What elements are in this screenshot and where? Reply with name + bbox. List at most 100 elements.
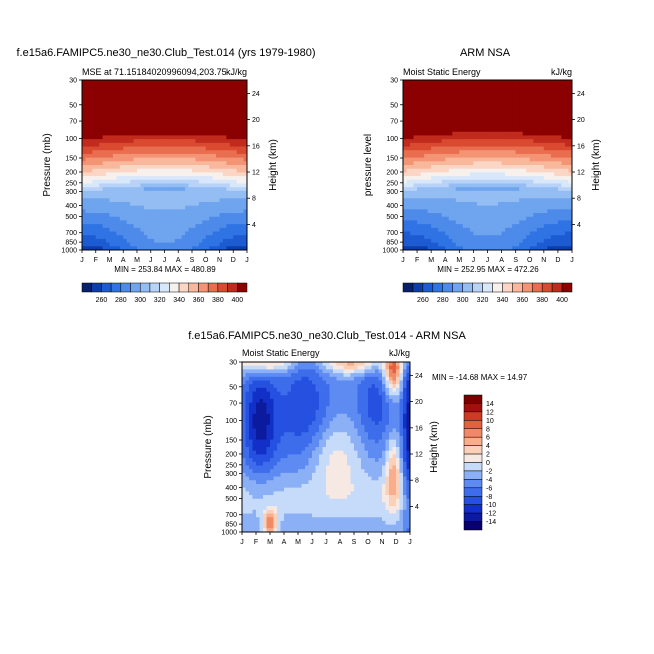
contour-cell [174, 176, 179, 181]
contour-cell [543, 205, 548, 210]
contour-cell [568, 165, 573, 170]
contour-cell [236, 235, 241, 240]
contour-cell [119, 157, 124, 162]
contour-cell [185, 198, 189, 203]
contour-cell [219, 220, 224, 225]
contour-cell [256, 380, 260, 385]
contour-cell [508, 201, 513, 207]
contour-cell [212, 94, 217, 99]
contour-cell [505, 231, 510, 236]
contour-cell [174, 91, 179, 96]
contour-cell [564, 131, 569, 136]
contour-cell [263, 428, 267, 433]
contour-cell [256, 398, 260, 404]
contour-cell [205, 224, 210, 229]
contour-cell [413, 246, 418, 251]
contour-cell [533, 128, 538, 133]
contour-cell [519, 209, 524, 214]
contour-cell [222, 220, 227, 225]
contour-cell [515, 94, 520, 99]
contour-cell [263, 498, 267, 503]
contour-cell [403, 80, 407, 85]
contour-cell [526, 157, 531, 162]
contour-cell [494, 246, 499, 251]
contour-cell [515, 120, 520, 125]
contour-cell [508, 179, 513, 184]
contour-cell [95, 242, 100, 247]
contour-cell [476, 209, 481, 214]
contour-cell [147, 198, 152, 203]
contour-cell [92, 124, 97, 129]
contour-cell [102, 116, 107, 122]
contour-cell [102, 246, 107, 251]
contour-cell [99, 176, 104, 181]
contour-cell [252, 491, 257, 496]
contour-cell [263, 465, 267, 470]
contour-cell [469, 183, 474, 188]
contour-cell [236, 80, 241, 85]
contour-cell [561, 242, 566, 247]
contour-cell [95, 238, 100, 244]
contour-cell [410, 131, 414, 136]
contour-cell [557, 91, 562, 96]
contour-cell [236, 220, 241, 225]
contour-cell [501, 172, 506, 177]
contour-cell [236, 183, 241, 188]
colorbar-swatch [110, 282, 122, 293]
contour-cell [543, 120, 548, 125]
contour-cell [445, 91, 450, 96]
contour-cell [536, 172, 541, 177]
contour-cell [157, 209, 162, 214]
contour-cell [85, 87, 90, 92]
contour-cell [171, 246, 176, 251]
contour-cell [219, 116, 224, 122]
contour-cell [529, 213, 534, 218]
contour-cell [536, 150, 541, 155]
contour-cell [420, 153, 425, 159]
contour-cell [95, 176, 100, 181]
contour-cell [494, 220, 499, 225]
colorbar-swatch [452, 282, 463, 293]
contour-cell [209, 168, 214, 173]
contour-cell [554, 209, 559, 214]
contour-cell [550, 135, 555, 140]
contour-cell [147, 246, 152, 251]
contour-cell [82, 139, 86, 144]
contour-cell [434, 209, 439, 214]
contour-cell [515, 87, 520, 92]
contour-cell [547, 153, 552, 159]
contour-cell [233, 87, 238, 92]
contour-cell [431, 183, 436, 188]
contour-cell [143, 227, 148, 232]
contour-cell [491, 124, 495, 129]
contour-cell [249, 391, 253, 396]
contour-cell [174, 146, 179, 151]
contour-cell [167, 235, 172, 240]
x-tick-label: J [570, 257, 574, 264]
contour-cell [512, 216, 517, 221]
contour-cell [106, 190, 110, 195]
contour-cell [85, 109, 90, 114]
contour-cell [174, 183, 179, 188]
contour-cell [106, 139, 110, 144]
contour-cell [252, 528, 257, 533]
contour-cell [92, 198, 97, 203]
contour-cell [424, 157, 429, 162]
contour-cell [540, 80, 545, 85]
contour-cell [119, 179, 124, 184]
contour-cell [533, 124, 538, 129]
contour-cell [438, 109, 443, 114]
contour-cell [554, 91, 559, 96]
contour-cell [480, 102, 485, 107]
contour-cell [157, 120, 162, 125]
contour-cell [109, 194, 114, 199]
contour-cell [154, 135, 159, 140]
contour-cell [116, 139, 121, 144]
contour-cell [229, 128, 234, 133]
contour-cell [240, 246, 244, 251]
contour-cell [205, 91, 210, 96]
contour-cell [434, 139, 439, 144]
contour-cell [508, 142, 513, 147]
contour-cell [167, 231, 172, 236]
contour-cell [178, 235, 183, 240]
